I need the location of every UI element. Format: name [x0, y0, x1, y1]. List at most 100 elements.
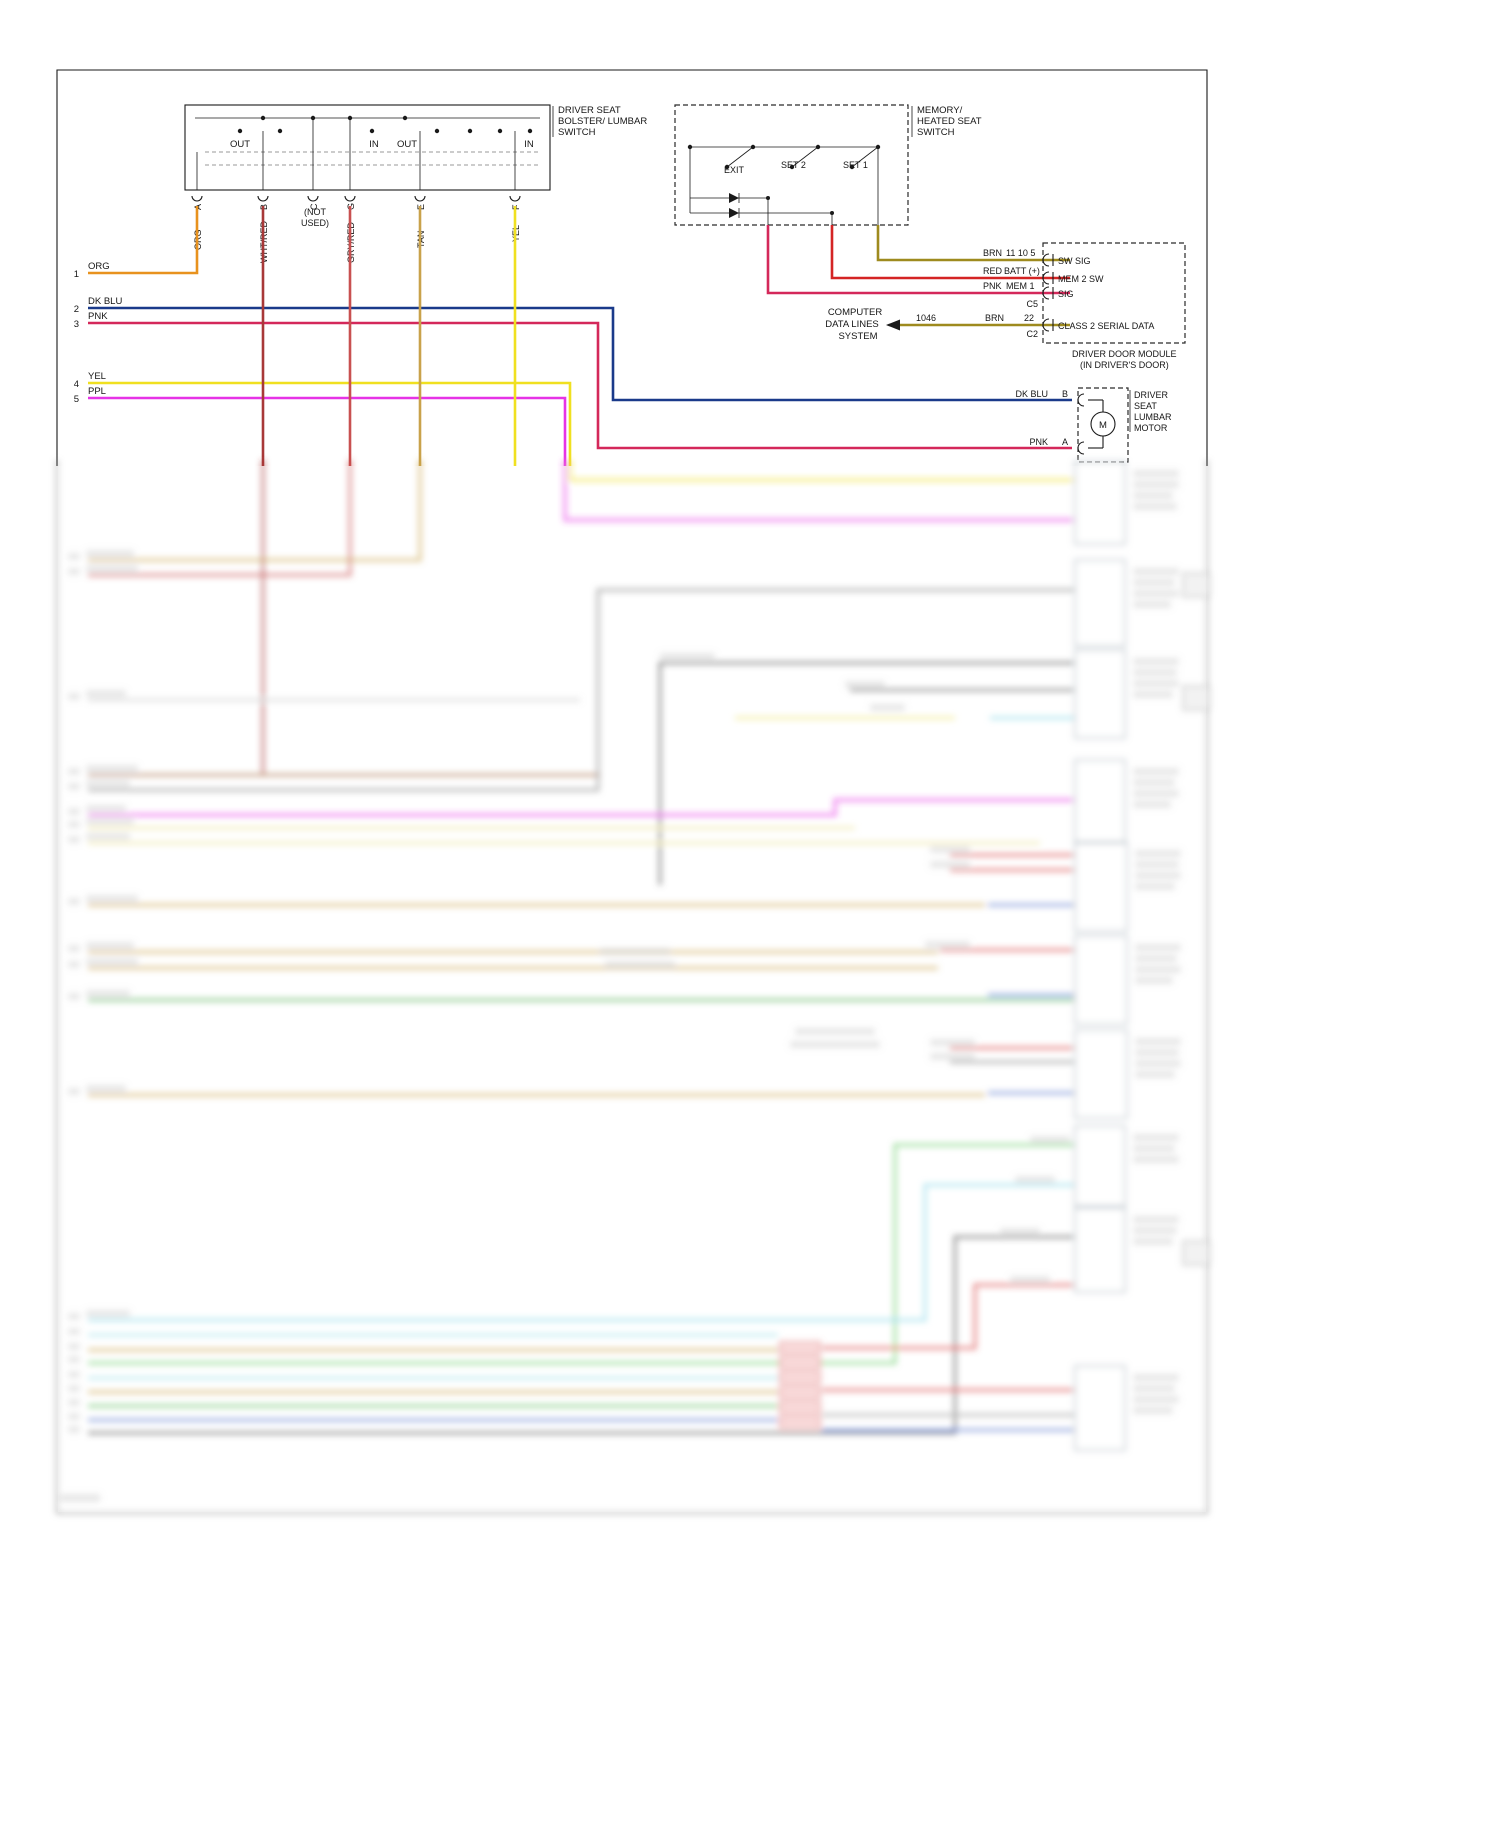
- diagram-border-bottom: [56, 460, 1208, 1514]
- connector-c5-label: C5: [1026, 299, 1038, 309]
- memory-switch-blades: [726, 146, 879, 168]
- blur-haze-overlay: [58, 466, 1206, 1512]
- wire-5-color: PPL: [88, 386, 106, 397]
- bolster-title-3: SWITCH: [558, 127, 596, 138]
- wire-brn-swsig: [876, 225, 1070, 262]
- motor-circle: [1090, 411, 1116, 437]
- left-wire-labels: 1 ORG 2 DK BLU 3 PNK 4 YEL 5 PPL: [74, 261, 123, 405]
- module-pin-connectors: [1042, 253, 1054, 332]
- class2-wire-color: BRN: [985, 313, 1004, 323]
- switch-terminal-connectors: [191, 195, 521, 202]
- motor-name-3: LUMBAR: [1134, 412, 1172, 422]
- blurred-wire: [568, 460, 1075, 482]
- motor-name-2: SEAT: [1134, 401, 1157, 411]
- blurred-wire: [88, 460, 352, 577]
- class2-pin-number: 22: [1024, 313, 1034, 323]
- pin-class2-label: CLASS 2 SERIAL DATA: [1058, 321, 1154, 331]
- wire-4-color: YEL: [88, 371, 106, 382]
- dkblu-wire-label: DK BLU: [1015, 389, 1048, 399]
- blurred-wire: [88, 1235, 1075, 1435]
- not-used-label-2: USED): [301, 218, 329, 228]
- wire-3-color: PNK: [88, 311, 108, 322]
- terminal-a-label: A: [1062, 437, 1068, 447]
- arrow-left-icon: [886, 319, 900, 331]
- diode-symbols: [729, 193, 740, 218]
- red-wire-label: RED: [983, 266, 1003, 276]
- bolster-title-1: DRIVER SEAT: [558, 105, 621, 116]
- terminal-c: C: [309, 203, 319, 210]
- wire-2-number: 2: [74, 304, 79, 315]
- door-module-name-1: DRIVER DOOR MODULE: [1072, 349, 1177, 359]
- wire-3-number: 3: [74, 319, 79, 330]
- wire-pnk: [88, 321, 1072, 450]
- wire-2-color: DK BLU: [88, 296, 122, 307]
- computer-line-3: SYSTEM: [838, 331, 877, 342]
- class2-circuit-number: 1046: [916, 313, 936, 323]
- wire-red-batt: [830, 225, 1070, 280]
- memory-heated-seat-switch: EXIT SET 2 SET 1 MEMORY/ HEATED SEAT SWI…: [674, 104, 982, 226]
- blurred-wire: [658, 661, 1075, 885]
- blurred-wire: [822, 1283, 1075, 1350]
- pin-mem2sw-label: MEM 2 SW: [1058, 274, 1104, 284]
- wire-ppl-5: [88, 396, 567, 466]
- pin-sw-sig-label: SW SIG: [1058, 256, 1091, 266]
- switch-pos-in-mid: IN: [369, 139, 379, 150]
- blurred-text-blobs: [60, 470, 1181, 1502]
- blurred-lower-region: [56, 460, 1210, 1514]
- memory-title-2: HEATED SEAT: [917, 116, 982, 127]
- pin-sig-label: SIG: [1058, 289, 1074, 299]
- wires-sharp: [88, 206, 1072, 466]
- blurred-wire: [88, 460, 422, 562]
- memory-title-3: SWITCH: [917, 127, 955, 138]
- batt-circuit-label: BATT (+): [1004, 266, 1040, 276]
- motor-name-1: DRIVER: [1134, 390, 1169, 400]
- motor-m-label: M: [1099, 420, 1107, 431]
- diagram-border-top: [56, 69, 1208, 466]
- door-module-name-2: (IN DRIVER'S DOOR): [1080, 360, 1169, 370]
- motor-pin-connectors: [1077, 393, 1104, 455]
- not-used-label-1: (NOT: [304, 207, 326, 217]
- pnk-wire-label: PNK: [983, 281, 1002, 291]
- switch-contact-drops: [196, 118, 516, 190]
- brn-wire-label: BRN: [983, 248, 1002, 258]
- diode-icon: [729, 193, 739, 203]
- wire-1-number: 1: [74, 269, 79, 280]
- memory-switch-box: [674, 104, 909, 226]
- wire-pnk-mem1: [766, 225, 1070, 295]
- set2-label: SET 2: [781, 160, 806, 170]
- set1-label: SET 1: [843, 160, 868, 170]
- diode-icon: [729, 208, 739, 218]
- brn-circuit-label: 11 10 5: [1006, 248, 1035, 258]
- exit-label: EXIT: [724, 165, 745, 175]
- computer-line-1: COMPUTER: [828, 307, 883, 318]
- switch-body-box: [184, 104, 551, 191]
- memory-title-1: MEMORY/: [917, 105, 963, 116]
- switch-pos-out-left: OUT: [230, 139, 250, 150]
- computer-data-lines: COMPUTER DATA LINES SYSTEM: [825, 307, 882, 342]
- bolster-title-2: BOLSTER/ LUMBAR: [558, 116, 647, 127]
- wire-5-number: 5: [74, 394, 79, 405]
- blurred-wire: [88, 1143, 1075, 1365]
- pnk-motor-wire-label: PNK: [1029, 437, 1048, 447]
- motor-name-4: MOTOR: [1134, 423, 1168, 433]
- blurred-connectors: [1074, 461, 1210, 1451]
- switch-pos-in-right: IN: [524, 139, 534, 150]
- terminal-b-label: B: [1062, 389, 1068, 399]
- switch-pos-out-mid: OUT: [397, 139, 417, 150]
- blurred-wire: [563, 460, 1075, 522]
- junction-dots: [237, 115, 533, 134]
- wire-1-color: ORG: [88, 261, 110, 272]
- blurred-wire: [88, 1183, 1075, 1322]
- blurred-wire: [88, 588, 1075, 792]
- wire-org: [88, 206, 199, 275]
- computer-line-2: DATA LINES: [825, 319, 879, 330]
- connector-c2-label: C2: [1026, 329, 1038, 339]
- wire-yel-4: [88, 381, 572, 466]
- mem1-circuit-label: MEM 1: [1006, 281, 1035, 291]
- blurred-wire: [88, 798, 1075, 817]
- blurred-junction-boxes: [779, 1341, 821, 1429]
- driver-door-module: SW SIG MEM 2 SW SIG CLASS 2 SERIAL DATA …: [916, 242, 1186, 370]
